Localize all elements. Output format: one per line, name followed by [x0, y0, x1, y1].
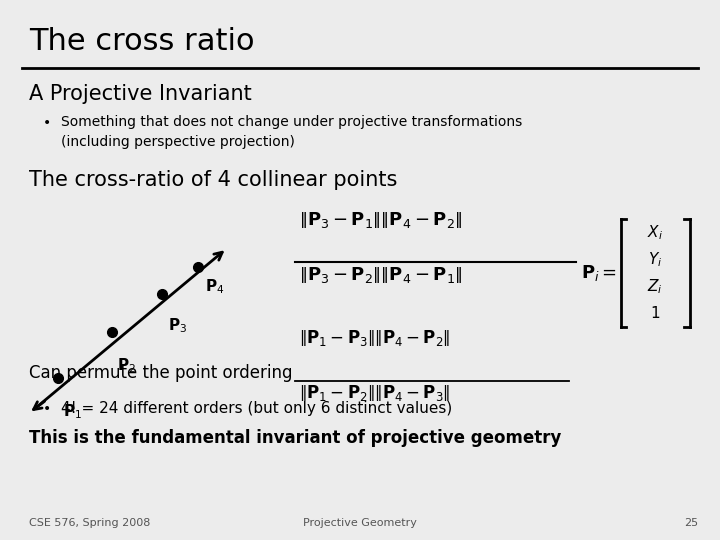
Text: $Z_i$: $Z_i$: [647, 277, 663, 295]
Text: Can permute the point ordering: Can permute the point ordering: [29, 364, 292, 382]
Text: $\left\|\mathbf{P}_3 - \mathbf{P}_1\right\| \left\|\mathbf{P}_4 - \mathbf{P}_2\r: $\left\|\mathbf{P}_3 - \mathbf{P}_1\righ…: [299, 210, 462, 230]
Text: $Y_i$: $Y_i$: [648, 250, 662, 268]
Text: $\left\|\mathbf{P}_3 - \mathbf{P}_2\right\| \left\|\mathbf{P}_4 - \mathbf{P}_1\r: $\left\|\mathbf{P}_3 - \mathbf{P}_2\righ…: [299, 265, 462, 285]
Text: $\mathbf{P}_{2}$: $\mathbf{P}_{2}$: [117, 356, 136, 375]
Text: •: •: [43, 116, 51, 130]
Text: Something that does not change under projective transformations
(including persp: Something that does not change under pro…: [61, 115, 523, 148]
Text: Projective Geometry: Projective Geometry: [303, 518, 417, 529]
Text: CSE 576, Spring 2008: CSE 576, Spring 2008: [29, 518, 150, 529]
Text: $\mathbf{P}_{4}$: $\mathbf{P}_{4}$: [205, 277, 225, 296]
Text: $\left\|\mathbf{P}_1 - \mathbf{P}_2\right\| \left\|\mathbf{P}_4 - \mathbf{P}_3\r: $\left\|\mathbf{P}_1 - \mathbf{P}_2\righ…: [299, 383, 450, 403]
Text: 25: 25: [684, 518, 698, 529]
Text: $1$: $1$: [650, 305, 660, 321]
Text: $\left\|\mathbf{P}_1 - \mathbf{P}_3\right\| \left\|\mathbf{P}_4 - \mathbf{P}_2\r: $\left\|\mathbf{P}_1 - \mathbf{P}_3\righ…: [299, 328, 450, 348]
Text: This is the fundamental invariant of projective geometry: This is the fundamental invariant of pro…: [29, 429, 561, 447]
Text: $X_i$: $X_i$: [647, 223, 663, 241]
Text: $\mathbf{P}_{3}$: $\mathbf{P}_{3}$: [168, 316, 187, 335]
Text: $\mathbf{P}_{1}$: $\mathbf{P}_{1}$: [63, 402, 82, 421]
Text: The cross ratio: The cross ratio: [29, 27, 254, 56]
Text: $\mathbf{P}_i =$: $\mathbf{P}_i =$: [581, 262, 617, 283]
Text: •: •: [43, 402, 51, 416]
Text: A Projective Invariant: A Projective Invariant: [29, 84, 251, 104]
Text: 4! = 24 different orders (but only 6 distinct values): 4! = 24 different orders (but only 6 dis…: [61, 401, 452, 416]
Text: The cross-ratio of 4 collinear points: The cross-ratio of 4 collinear points: [29, 170, 397, 190]
